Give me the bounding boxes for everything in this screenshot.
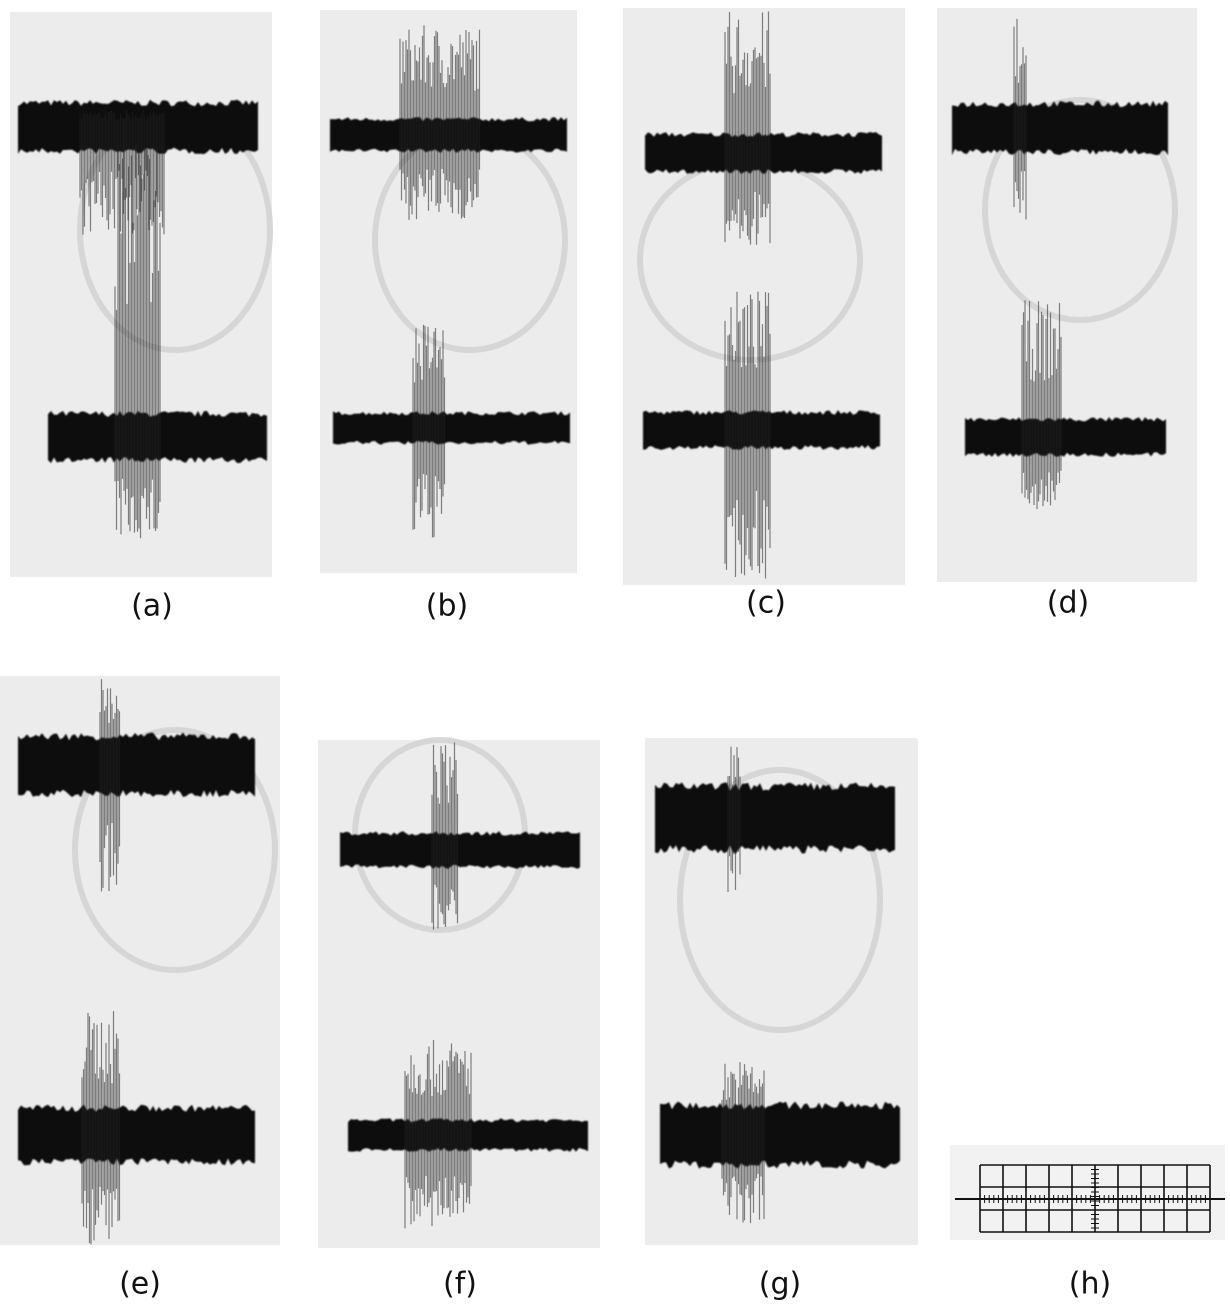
photo-panel	[937, 8, 1197, 582]
panel-label: (c)	[746, 586, 786, 621]
photo-panel	[0, 676, 280, 1245]
photo-panel	[645, 738, 918, 1245]
calibration-grid	[950, 1145, 1225, 1240]
trace-band	[340, 831, 580, 869]
trace-band	[952, 100, 1168, 156]
panel-label: (e)	[119, 1267, 161, 1302]
photo-panel	[320, 10, 577, 573]
panel-label: (g)	[759, 1267, 801, 1302]
photo-panel	[623, 8, 905, 585]
panel-label: (b)	[426, 589, 468, 624]
trace-band	[18, 1104, 255, 1166]
stain-ring	[982, 97, 1178, 323]
trace-band	[18, 732, 255, 798]
panel-label: (h)	[1069, 1267, 1111, 1302]
panel-label: (a)	[131, 589, 173, 624]
trace-band	[965, 417, 1166, 457]
photo-panel	[10, 12, 273, 577]
stain-ring	[677, 767, 883, 1033]
photo-background	[937, 8, 1197, 582]
photo-panel	[318, 737, 600, 1248]
panel-label: (d)	[1047, 586, 1089, 621]
panel-label: (f)	[443, 1267, 477, 1302]
photo-background	[950, 1145, 1225, 1240]
trace-band	[660, 1101, 900, 1169]
stain-ring	[72, 727, 278, 973]
trace-band	[655, 782, 895, 854]
trace-band	[333, 411, 570, 445]
